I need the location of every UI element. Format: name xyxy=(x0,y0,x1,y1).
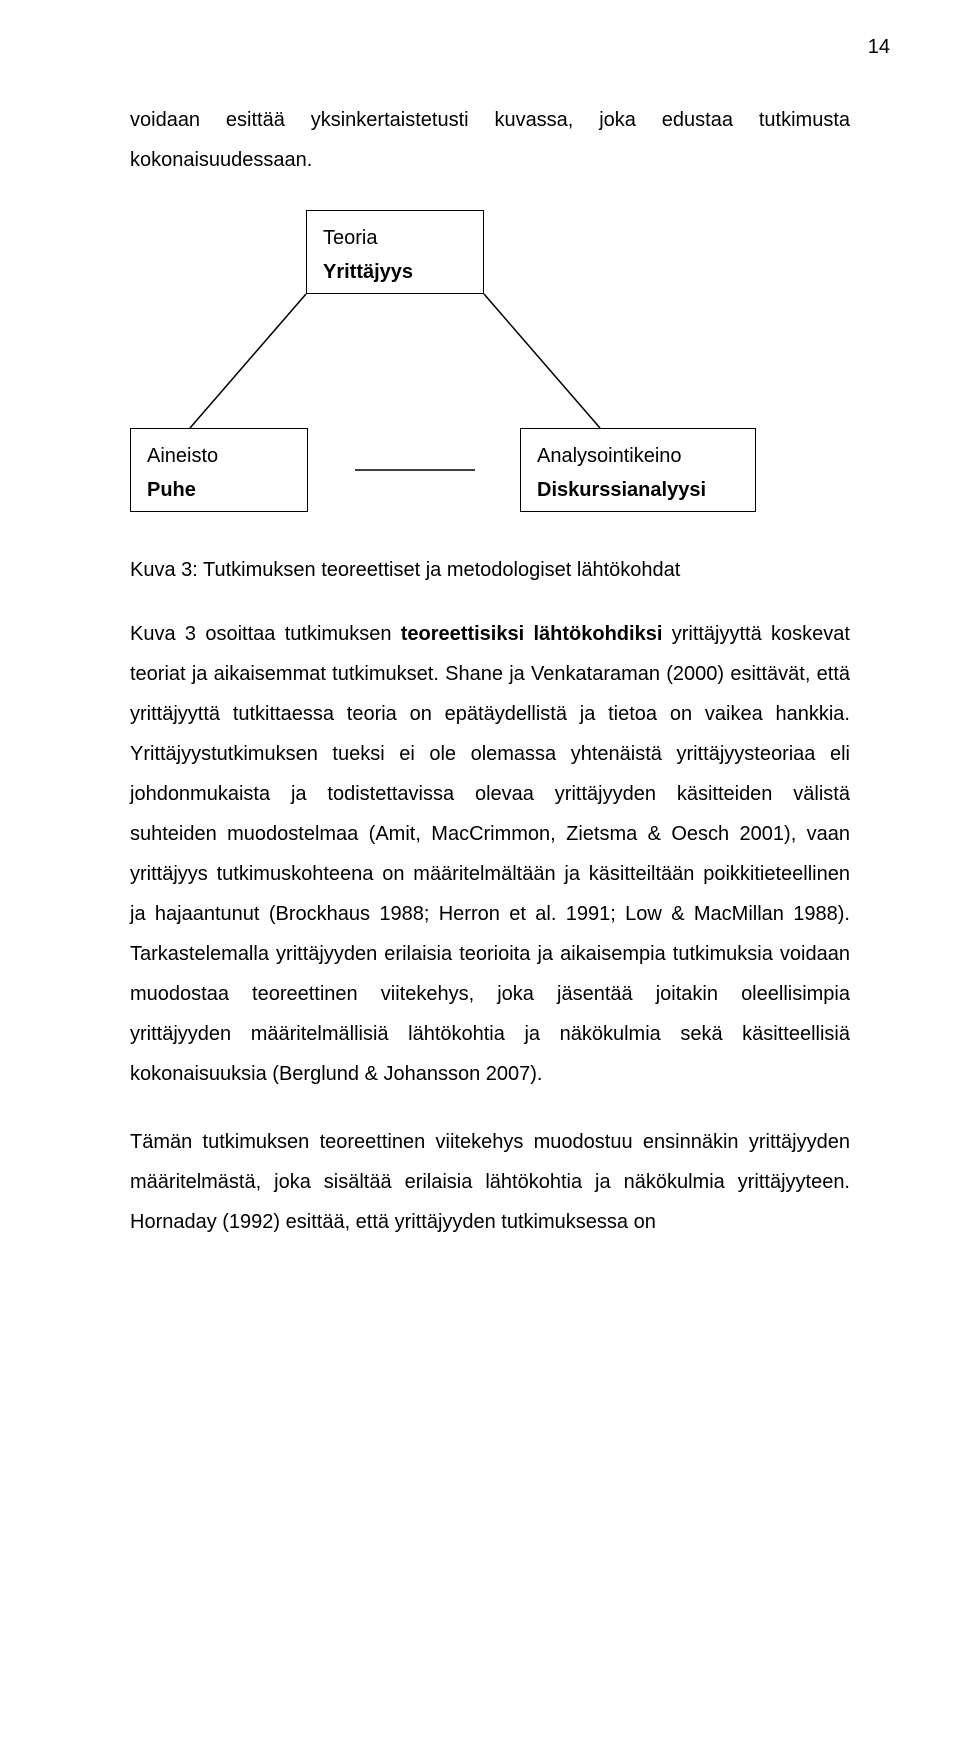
diagram-box-analysis: Analysointikeino Diskurssianalyysi xyxy=(520,428,756,512)
box-label: Teoria xyxy=(323,221,467,255)
diagram-box-material: Aineisto Puhe xyxy=(130,428,308,512)
concept-diagram: Teoria Yrittäjyys Aineisto Puhe Analysoi… xyxy=(130,210,850,530)
box-label-bold: Diskurssianalyysi xyxy=(537,473,739,507)
box-label: Analysointikeino xyxy=(537,439,739,473)
box-label: Aineisto xyxy=(147,439,291,473)
text-run: Kuva 3 osoittaa tutkimuksen xyxy=(130,623,401,645)
bold-term: teoreettisiksi lähtökohdiksi xyxy=(401,623,663,645)
diagram-box-theory: Teoria Yrittäjyys xyxy=(306,210,484,294)
box-label-bold: Puhe xyxy=(147,473,291,507)
document-page: 14 voidaan esittää yksinkertaistetusti k… xyxy=(0,0,960,1762)
intro-paragraph: voidaan esittää yksinkertaistetusti kuva… xyxy=(130,100,850,180)
box-label-bold: Yrittäjyys xyxy=(323,255,467,289)
paragraph-2: Tämän tutkimuksen teoreettinen viitekehy… xyxy=(130,1122,850,1242)
page-number: 14 xyxy=(868,36,890,59)
body-text: Kuva 3 osoittaa tutkimuksen teoreettisik… xyxy=(130,614,850,1242)
text-run: yrittäjyyttä koskevat teoriat ja aikaise… xyxy=(130,623,850,1085)
figure-caption: Kuva 3: Tutkimuksen teoreettiset ja meto… xyxy=(130,550,850,590)
paragraph-1: Kuva 3 osoittaa tutkimuksen teoreettisik… xyxy=(130,614,850,1094)
